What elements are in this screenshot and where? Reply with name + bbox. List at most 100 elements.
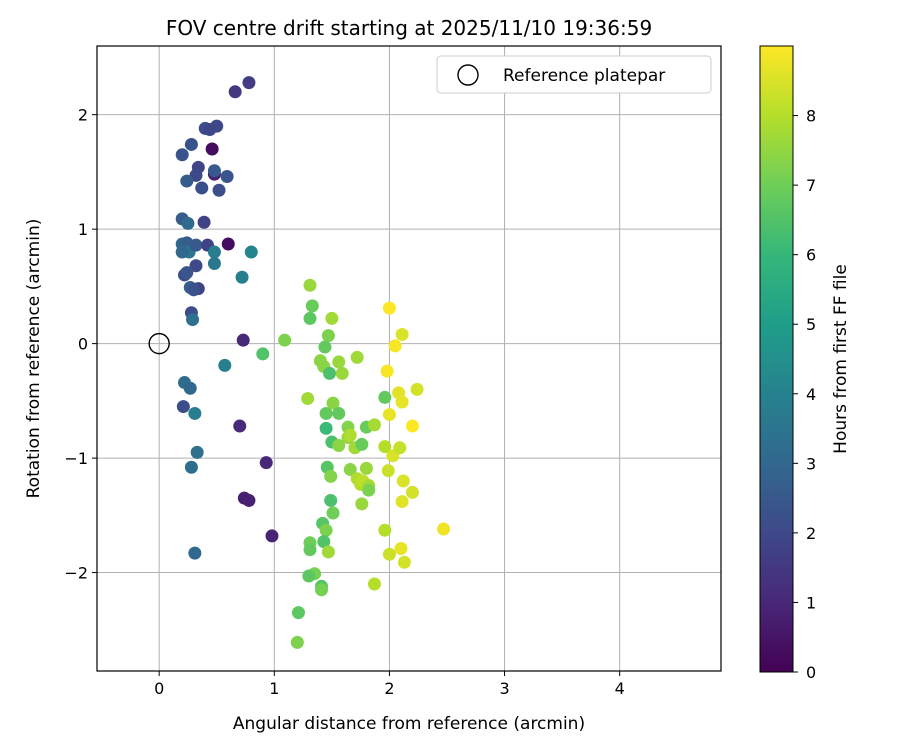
data-point [380, 364, 394, 378]
y-tick-label: −1 [64, 449, 88, 468]
chart-title: FOV centre drift starting at 2025/11/10 … [166, 16, 652, 40]
data-point [187, 283, 201, 297]
data-point [388, 339, 402, 353]
data-point [367, 418, 381, 432]
data-point [378, 523, 392, 537]
data-point [350, 350, 364, 364]
grid-lines [97, 46, 721, 671]
data-point [395, 395, 409, 409]
axis-ticks: 0 1 2 3 4 2 1 0 −1 −2 [64, 106, 624, 698]
data-point [242, 76, 256, 90]
data-point [242, 493, 256, 507]
data-point [317, 535, 331, 549]
data-point [302, 569, 316, 583]
data-point [325, 311, 339, 325]
data-point [382, 408, 396, 422]
data-points [148, 76, 451, 649]
colorbar-tick-label: 0 [806, 663, 816, 682]
data-point [303, 543, 317, 557]
data-point [332, 355, 346, 369]
colorbar: 0 1 2 3 4 5 6 7 8 Hours from first FF file [759, 45, 851, 682]
colorbar-tick-label: 8 [806, 107, 816, 126]
data-point [319, 523, 333, 537]
data-point [180, 266, 194, 280]
data-point [303, 278, 317, 292]
x-tick-label: 3 [499, 679, 509, 698]
y-axis-label: Rotation from reference (arcmin) [24, 219, 44, 499]
legend-box [436, 55, 712, 94]
data-point [207, 164, 221, 178]
data-point [212, 183, 226, 197]
data-point [355, 497, 369, 511]
data-point [218, 358, 232, 372]
data-point [181, 216, 195, 230]
data-point [278, 333, 292, 347]
data-point [186, 313, 200, 327]
data-point [259, 456, 273, 470]
data-point [233, 419, 247, 433]
legend-reference-marker [457, 64, 479, 86]
data-point [382, 547, 396, 561]
data-point [220, 169, 234, 183]
reference-platepar-marker [148, 332, 170, 355]
data-point [184, 460, 198, 474]
data-point [410, 382, 424, 396]
data-point [382, 301, 396, 315]
legend: Reference platepar [436, 55, 712, 94]
data-point [244, 245, 258, 259]
data-point [315, 583, 329, 597]
data-point [290, 635, 304, 649]
data-point [323, 366, 337, 380]
plot-frame [96, 45, 722, 672]
data-point [265, 529, 279, 543]
data-point [221, 237, 235, 251]
colorbar-tick-label: 3 [806, 454, 816, 473]
data-point [378, 390, 392, 404]
x-tick-label: 1 [269, 679, 279, 698]
data-point [405, 419, 419, 433]
data-point [301, 392, 315, 406]
colorbar-gradient [759, 45, 794, 673]
data-point [318, 340, 332, 354]
colorbar-label: Hours from first FF file [831, 264, 851, 454]
data-point [183, 381, 197, 395]
data-point [188, 546, 202, 560]
colorbar-tick-label: 7 [806, 176, 816, 195]
data-point [176, 400, 190, 414]
data-point [321, 329, 335, 343]
data-point [189, 259, 203, 273]
data-point [235, 270, 249, 284]
data-point [228, 85, 242, 99]
data-point [197, 215, 211, 229]
data-point [394, 542, 408, 556]
x-axis-label: Angular distance from reference (arcmin) [233, 714, 585, 734]
data-point [355, 437, 369, 451]
data-point [343, 428, 357, 442]
data-point [203, 123, 217, 137]
data-point [205, 142, 219, 156]
data-point [359, 461, 373, 475]
data-point [326, 506, 340, 520]
y-tick-label: 0 [78, 335, 88, 354]
colorbar-tick-label: 5 [806, 315, 816, 334]
data-point [335, 366, 349, 380]
data-point [305, 299, 319, 313]
data-point [332, 438, 346, 452]
data-point [236, 333, 250, 347]
data-point [437, 522, 451, 536]
data-point [378, 440, 392, 454]
data-point [319, 421, 333, 435]
data-point [332, 406, 346, 420]
data-point [319, 406, 333, 420]
data-point [291, 606, 305, 620]
colorbar-tick-label: 4 [806, 385, 816, 404]
data-point [395, 495, 409, 509]
data-point [396, 474, 410, 488]
data-point [324, 469, 338, 483]
y-tick-label: −2 [64, 564, 88, 583]
colorbar-ticks: 0 1 2 3 4 5 6 7 8 [793, 107, 816, 682]
y-tick-label: 2 [78, 106, 88, 125]
colorbar-tick-label: 2 [806, 524, 816, 543]
x-tick-label: 4 [615, 679, 625, 698]
